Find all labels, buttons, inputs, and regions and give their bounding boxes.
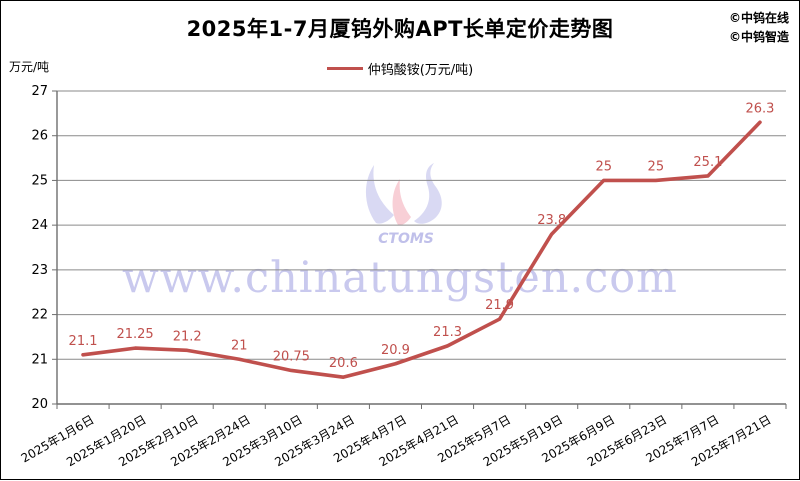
svg-text:26: 26 — [31, 129, 48, 144]
data-labels: 21.1 21.25 21.2 21 20.75 20.6 20.9 21.3 21.9 23.8… — [69, 101, 775, 371]
svg-text:27: 27 — [31, 84, 48, 99]
svg-text:20.75: 20.75 — [273, 349, 310, 364]
credits: ©中钨在线 ©中钨智造 — [729, 9, 789, 47]
svg-text:21: 21 — [31, 352, 48, 367]
y-axis-unit-label: 万元/吨 — [9, 60, 50, 74]
axes — [56, 91, 787, 409]
svg-text:21.25: 21.25 — [116, 327, 153, 342]
svg-text:21.1: 21.1 — [69, 334, 98, 349]
gridlines-and-yticks: 20 21 22 23 24 25 26 27 — [31, 84, 786, 412]
x-axis-labels: 2025年1月6日2025年1月20日2025年2月10日2025年2月24日2… — [19, 412, 774, 469]
price-line-series — [81, 120, 762, 379]
svg-text:25: 25 — [31, 173, 48, 188]
svg-text:25: 25 — [648, 159, 665, 174]
svg-text:20.6: 20.6 — [329, 356, 358, 371]
svg-text:23.8: 23.8 — [537, 213, 566, 228]
svg-text:21.9: 21.9 — [485, 298, 514, 313]
svg-text:24: 24 — [31, 218, 48, 233]
chart-title: 2025年1-7月厦钨外购APT长单定价走势图 — [186, 17, 614, 41]
svg-text:21: 21 — [231, 338, 248, 353]
legend-label: 仲钨酸铵(万元/吨) — [367, 63, 474, 78]
legend: 仲钨酸铵(万元/吨) — [1, 59, 799, 78]
credit-line-2: ©中钨智造 — [728, 30, 789, 44]
credit-line-1: ©中钨在线 — [728, 11, 789, 25]
svg-text:20.9: 20.9 — [381, 343, 410, 358]
svg-text:21.3: 21.3 — [433, 325, 462, 340]
svg-text:22: 22 — [31, 308, 48, 323]
svg-text:23: 23 — [31, 263, 48, 278]
svg-text:25: 25 — [595, 159, 612, 174]
svg-text:25.1: 25.1 — [693, 155, 722, 170]
svg-text:20: 20 — [31, 397, 48, 412]
svg-text:26.3: 26.3 — [745, 101, 774, 116]
legend-line-swatch — [326, 67, 363, 70]
svg-text:21.2: 21.2 — [173, 329, 202, 344]
